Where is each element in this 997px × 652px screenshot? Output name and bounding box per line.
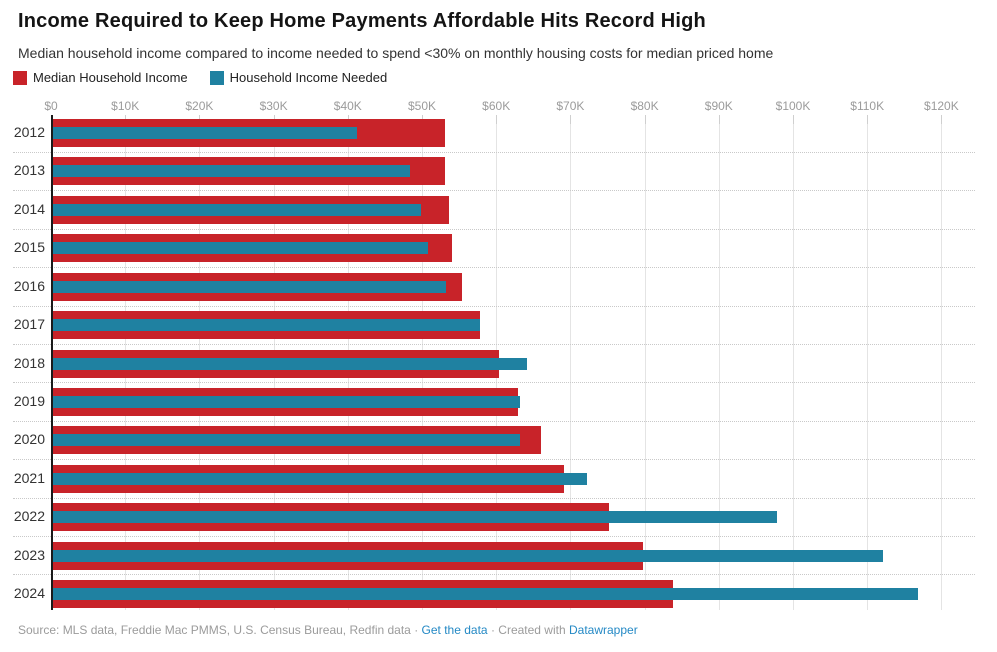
x-axis-tick-label: $0 bbox=[44, 99, 58, 113]
row-label-year: 2013 bbox=[13, 162, 45, 179]
grid-line bbox=[570, 124, 572, 610]
x-axis-tick-label: $10K bbox=[111, 99, 140, 113]
bar-household-income-needed bbox=[52, 549, 884, 562]
row-label-year: 2019 bbox=[13, 392, 45, 409]
x-axis-tick-label: $90K bbox=[704, 99, 733, 113]
row-separator bbox=[13, 343, 975, 345]
source-text: Source: MLS data, Freddie Mac PMMS, U.S.… bbox=[18, 623, 411, 637]
bar-household-income-needed bbox=[52, 357, 527, 370]
bar-household-income-needed bbox=[52, 280, 446, 293]
bar-household-income-needed bbox=[52, 165, 410, 178]
chart-subtitle: Median household income compared to inco… bbox=[18, 45, 774, 61]
grid-line bbox=[718, 124, 720, 610]
legend-item-income-needed: Household Income Needed bbox=[209, 70, 388, 85]
axis-tick bbox=[941, 115, 943, 124]
row-label-year: 2016 bbox=[13, 277, 45, 294]
row-separator bbox=[13, 497, 975, 499]
x-axis-tick-label: $50K bbox=[407, 99, 437, 113]
page-title: Income Required to Keep Home Payments Af… bbox=[18, 10, 706, 32]
row-separator bbox=[13, 574, 975, 576]
row-label-year: 2023 bbox=[13, 546, 45, 563]
x-axis-tick-label: $70K bbox=[556, 99, 585, 113]
bar-household-income-needed bbox=[52, 434, 521, 447]
row-separator bbox=[13, 536, 975, 538]
grid-line bbox=[793, 124, 794, 610]
axis-tick bbox=[570, 115, 572, 124]
grid-line bbox=[644, 124, 646, 610]
bar-household-income-needed bbox=[52, 511, 777, 524]
axis-tick bbox=[718, 115, 720, 124]
legend-label: Household Income Needed bbox=[229, 70, 388, 85]
row-label-year: 2018 bbox=[13, 354, 45, 371]
grid-line bbox=[867, 124, 869, 610]
median-income-swatch-icon bbox=[13, 70, 27, 85]
row-label-year: 2017 bbox=[13, 316, 45, 333]
row-separator bbox=[13, 151, 975, 153]
legend-item-median-income: Median Household Income bbox=[13, 70, 188, 85]
x-axis-tick-label: $120K bbox=[924, 99, 959, 113]
row-label-year: 2022 bbox=[13, 508, 45, 525]
income-needed-swatch-icon bbox=[209, 70, 224, 85]
axis-tick bbox=[867, 115, 869, 124]
row-label-year: 2021 bbox=[13, 469, 45, 486]
bar-household-income-needed bbox=[52, 127, 357, 139]
row-label-year: 2015 bbox=[13, 239, 45, 256]
created-with-text: Created with bbox=[498, 623, 566, 637]
x-axis-tick-label: $20K bbox=[185, 99, 214, 113]
row-label-year: 2024 bbox=[13, 585, 45, 602]
row-separator bbox=[13, 228, 975, 230]
zero-axis-line bbox=[50, 115, 53, 610]
x-axis-tick-label: $40K bbox=[333, 99, 362, 113]
bar-household-income-needed bbox=[52, 319, 481, 332]
bar-household-income-needed bbox=[52, 395, 521, 408]
axis-tick bbox=[496, 115, 498, 124]
bar-household-income-needed bbox=[52, 472, 587, 485]
footer-separator: · bbox=[414, 623, 419, 637]
bar-household-income-needed bbox=[52, 588, 918, 601]
row-separator bbox=[13, 459, 975, 461]
bar-household-income-needed bbox=[52, 203, 421, 216]
axis-tick bbox=[793, 115, 794, 124]
row-label-year: 2020 bbox=[13, 431, 45, 448]
row-separator bbox=[13, 190, 975, 192]
row-label-year: 2012 bbox=[13, 124, 45, 140]
grid-line bbox=[941, 124, 943, 610]
axis-tick bbox=[644, 115, 646, 124]
row-separator bbox=[13, 382, 975, 384]
x-axis-tick-label: $100K bbox=[775, 99, 811, 113]
get-the-data-link[interactable]: Get the data bbox=[421, 623, 488, 637]
row-separator bbox=[13, 305, 975, 307]
x-axis-tick-label: $60K bbox=[482, 99, 511, 113]
x-axis-tick-label: $30K bbox=[259, 99, 288, 113]
bar-household-income-needed bbox=[52, 242, 429, 255]
footer-separator: · bbox=[490, 623, 495, 637]
footer-attribution: Source: MLS data, Freddie Mac PMMS, U.S.… bbox=[18, 623, 638, 637]
legend: Median Household Income Household Income… bbox=[13, 70, 387, 85]
legend-label: Median Household Income bbox=[33, 70, 188, 85]
datawrapper-link[interactable]: Datawrapper bbox=[569, 623, 638, 637]
row-label-year: 2014 bbox=[13, 200, 45, 217]
x-axis-tick-label: $80K bbox=[630, 99, 659, 113]
x-axis-tick-label: $110K bbox=[850, 99, 885, 113]
row-separator bbox=[13, 267, 975, 269]
row-separator bbox=[13, 420, 975, 422]
